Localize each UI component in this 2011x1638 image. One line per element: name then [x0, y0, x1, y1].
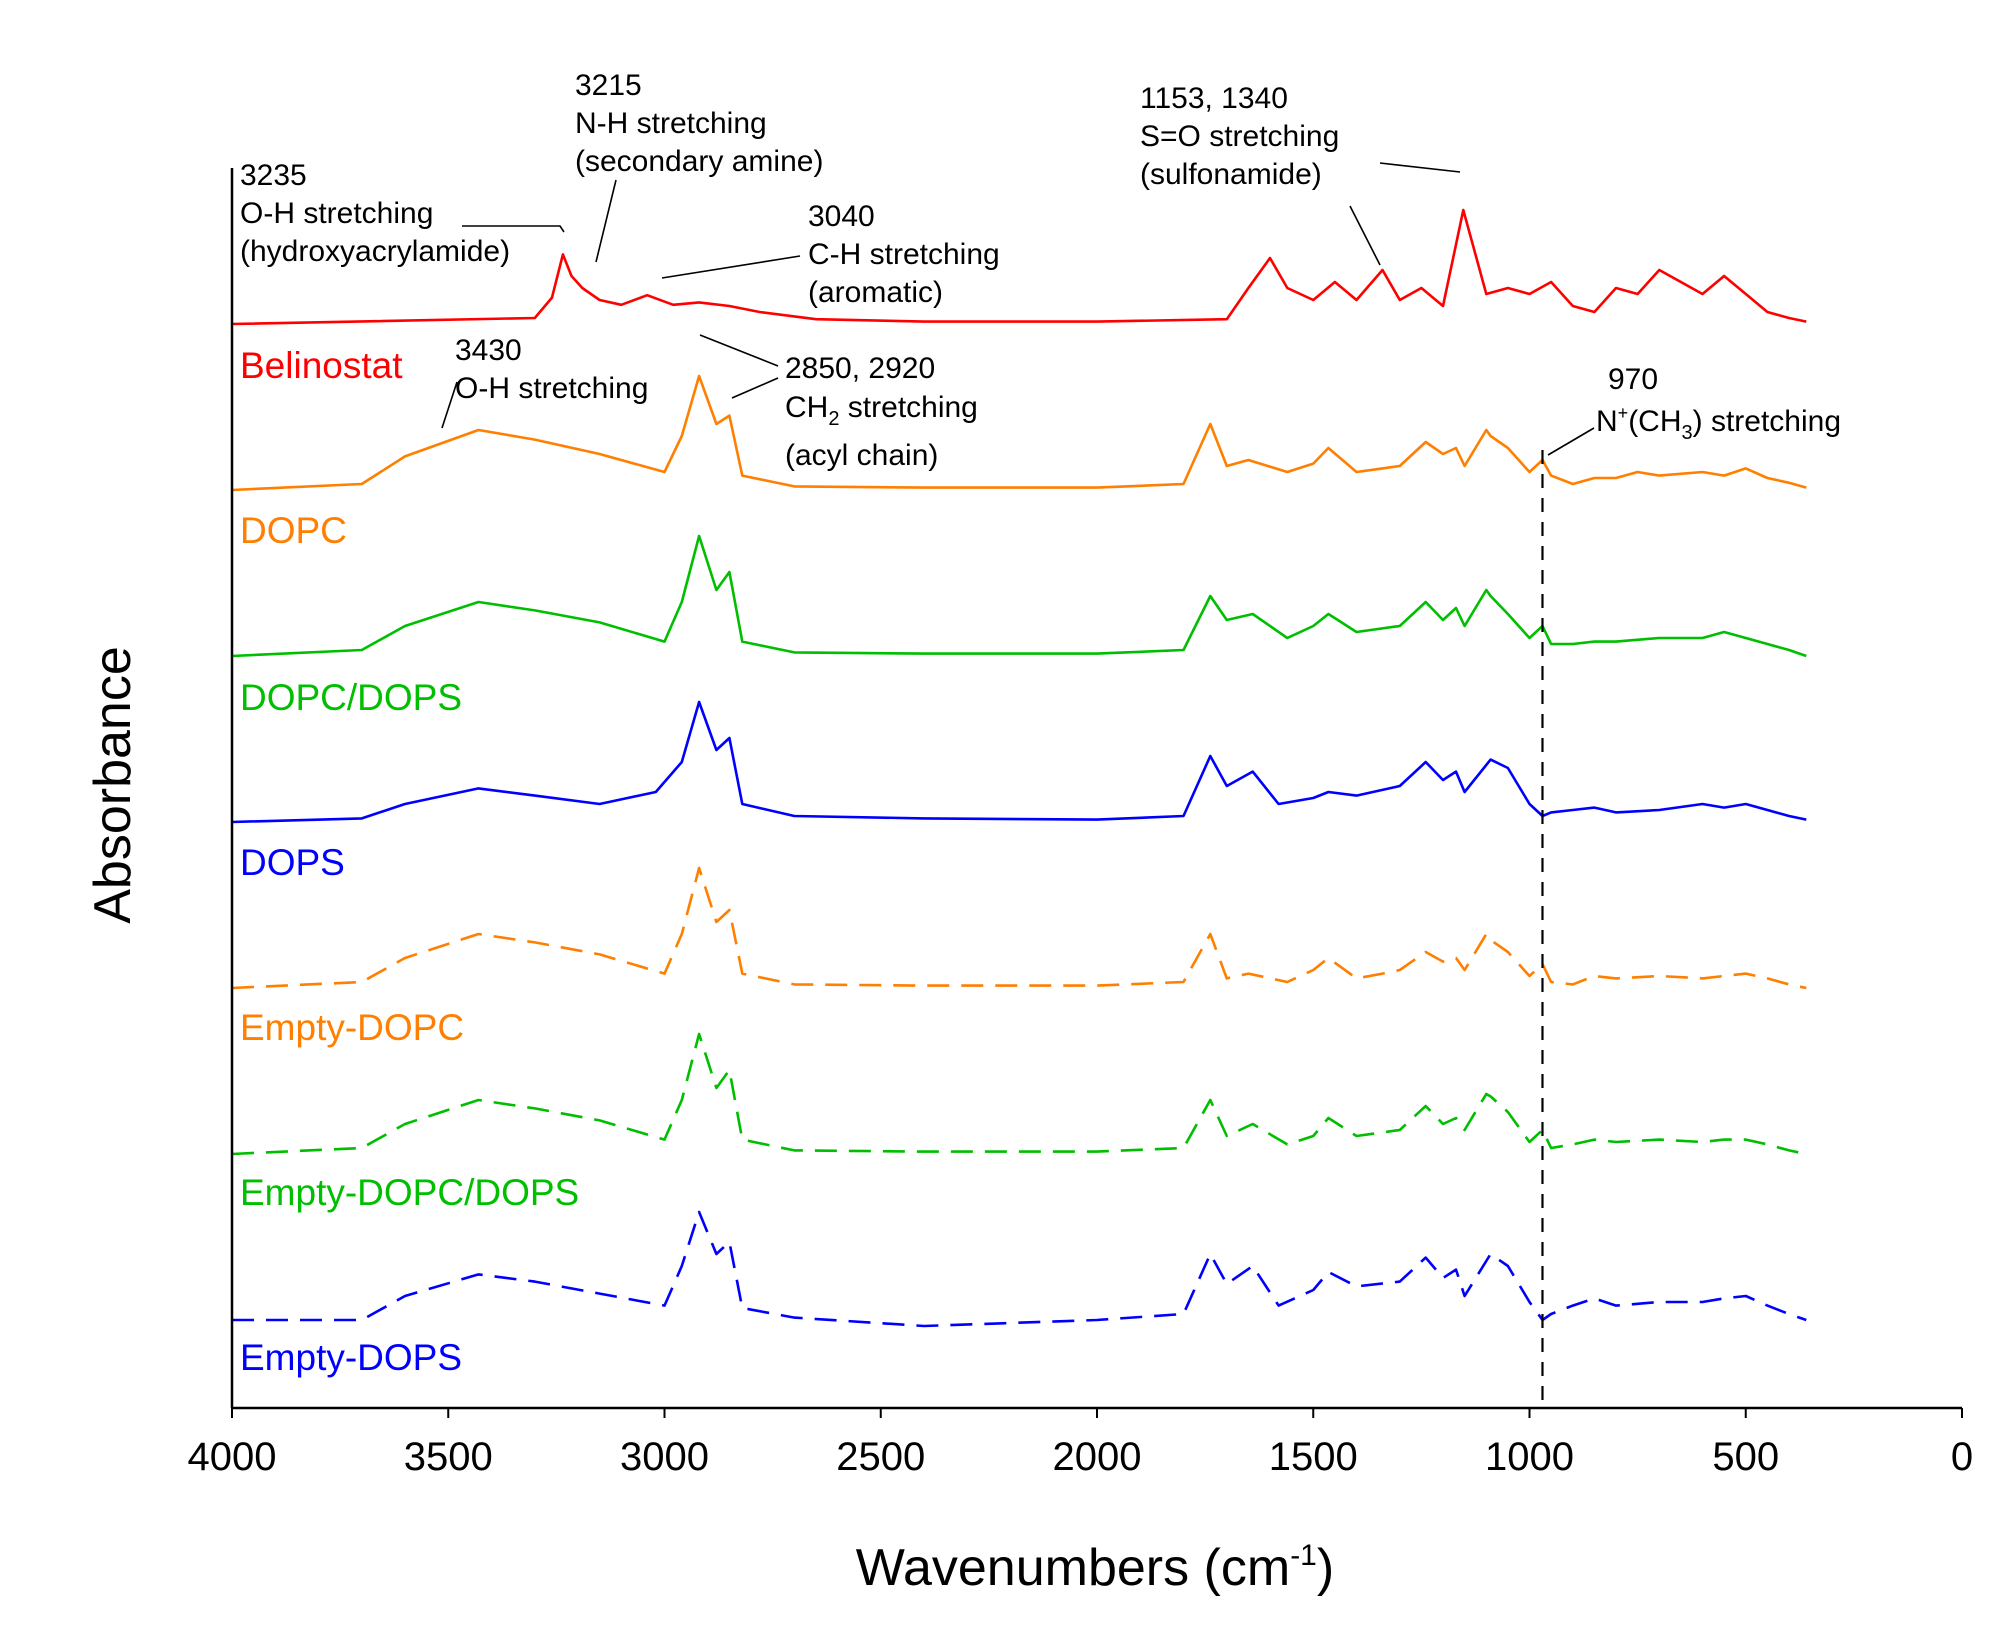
series-label-dopc: DOPC	[240, 510, 347, 551]
x-tick-label-2000: 2000	[1053, 1435, 1142, 1479]
series-line-dopc	[231, 374, 1807, 492]
series-line-empty-dopc	[231, 866, 1807, 990]
series-label-belinostat: Belinostat	[240, 345, 403, 386]
leader-so-1340	[1349, 205, 1381, 266]
x-tick-label-4000: 4000	[188, 1435, 277, 1479]
annotation-leaders	[441, 162, 1595, 456]
annotation-oh-dopc: 3430 O-H stretching	[455, 334, 648, 405]
leader-nh	[595, 179, 617, 263]
annotation-so: 1153, 1340 S=O stretching (sulfonamide)	[1140, 82, 1348, 191]
x-tick-label-0: 0	[1951, 1435, 1973, 1479]
series-label-empty-dops: Empty-DOPS	[240, 1337, 462, 1378]
series-line-dopc-dops	[231, 534, 1807, 658]
x-tick-label-500: 500	[1712, 1435, 1779, 1479]
series-label-empty-dopc: Empty-DOPC	[240, 1007, 464, 1048]
series-label-empty-dopc-dops: Empty-DOPC/DOPS	[240, 1172, 579, 1213]
leader-ch2-2850	[731, 377, 779, 399]
series-line-empty-dopc-dops	[231, 1032, 1807, 1156]
x-tick-label-1000: 1000	[1485, 1435, 1574, 1479]
annotation-ch-aromatic: 3040 C-H stretching (aromatic)	[808, 200, 1008, 309]
series-line-dops	[231, 700, 1807, 824]
x-axis-title: Wavenumbers (cm-1)	[856, 1539, 1334, 1597]
annotation-nch3: 970 N+(CH3) stretching	[1596, 363, 1841, 444]
annotation-nh: 3215 N-H stretching (secondary amine)	[575, 69, 823, 178]
series-line-belinostat	[231, 208, 1807, 326]
x-tick-label-3000: 3000	[620, 1435, 709, 1479]
leader-oh-dopc	[441, 381, 458, 429]
x-tick-label-2500: 2500	[836, 1435, 925, 1479]
leader-so-1153	[1379, 162, 1461, 173]
leader-ch2-2920	[699, 334, 779, 367]
series-line-empty-dops	[232, 1210, 1807, 1328]
x-tick-label-3500: 3500	[404, 1435, 493, 1479]
y-axis-title: Absorbance	[84, 646, 142, 924]
series-label-dopc-dops: DOPC/DOPS	[240, 677, 462, 718]
x-ticks: 4000 3500 3000 2500 2000 1500 1000 500 0	[188, 1408, 1973, 1479]
leader-oh-belinostat	[462, 225, 565, 233]
annotation-ch2: 2850, 2920 CH2 stretching (acyl chain)	[785, 352, 986, 472]
annotation-oh-belinostat: 3235 O-H stretching (hydroxyacrylamide)	[240, 159, 510, 268]
leader-nch3	[1547, 427, 1595, 456]
series-label-dops: DOPS	[240, 842, 345, 883]
series-layer	[231, 208, 1807, 1328]
leader-ch-aromatic	[661, 255, 801, 279]
x-tick-label-1500: 1500	[1269, 1435, 1358, 1479]
